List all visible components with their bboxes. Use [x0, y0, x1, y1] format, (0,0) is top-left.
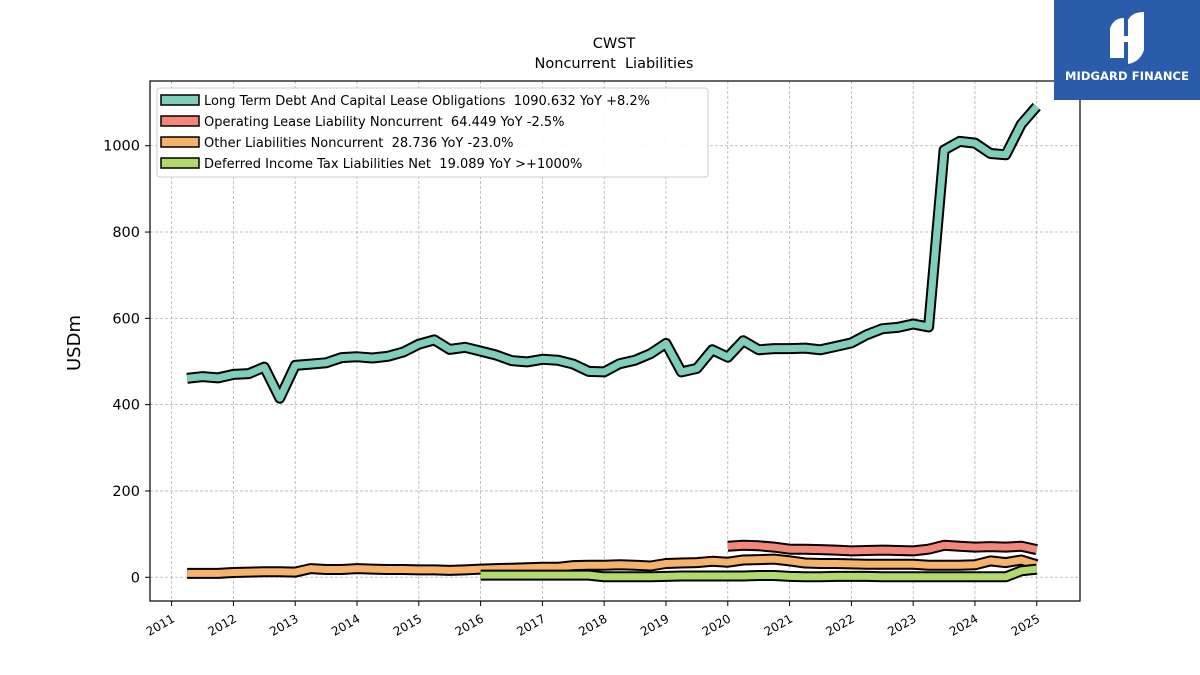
brand-mark-icon [1110, 12, 1144, 64]
x-tick-label: 2014 [329, 611, 362, 638]
x-tick-label: 2023 [885, 611, 918, 638]
legend: Long Term Debt And Capital Lease Obligat… [156, 87, 709, 178]
brand-logo: MIDGARD FINANCE [1054, 0, 1200, 100]
legend-label: Other Liabilities Noncurrent 28.736 YoY … [204, 136, 514, 151]
series-2 [727, 539, 1038, 557]
y-tick-label: 600 [112, 311, 140, 327]
y-tick-label: 200 [112, 484, 140, 500]
x-tick-label: 2013 [267, 611, 300, 638]
y-axis-label: USDm [64, 315, 85, 371]
legend-box [156, 87, 709, 178]
plot-frame [149, 80, 1081, 602]
x-tick-label: 2017 [514, 611, 547, 638]
brand-name: MIDGARD FINANCE [1064, 69, 1190, 83]
legend-label: Operating Lease Liability Noncurrent 64.… [204, 115, 565, 130]
legend-swatch [160, 157, 200, 169]
y-tick-label: 0 [131, 570, 140, 586]
x-tick-label: 2025 [1009, 611, 1042, 638]
x-tick-label: 2022 [823, 611, 856, 638]
legend-label: Long Term Debt And Capital Lease Obligat… [204, 94, 650, 109]
y-tick-label: 800 [112, 225, 140, 241]
x-tick-label: 2015 [391, 611, 424, 638]
x-tick-label: 2016 [453, 611, 486, 638]
series-line [727, 541, 1038, 555]
y-tick-label: 400 [112, 398, 140, 414]
series-line [186, 104, 1040, 402]
series-1 [186, 102, 1041, 404]
x-tick-label: 2024 [947, 611, 980, 638]
x-tick-label: 2018 [576, 611, 609, 638]
series-4 [480, 563, 1038, 583]
x-tick-label: 2011 [144, 611, 177, 638]
legend-swatch [160, 136, 200, 148]
series-3 [187, 553, 1039, 579]
legend-swatch [160, 94, 200, 106]
x-tick-label: 2019 [638, 611, 671, 638]
x-tick-label: 2021 [762, 611, 795, 638]
y-tick-label: 1000 [103, 139, 140, 155]
chart-subtitle: Noncurrent Liabilities [535, 56, 694, 72]
series-line [187, 555, 1038, 577]
x-tick-label: 2012 [205, 611, 238, 638]
legend-label: Deferred Income Tax Liabilities Net 19.0… [204, 157, 582, 172]
x-tick-label: 2020 [700, 611, 733, 638]
legend-swatch [160, 115, 200, 127]
chart-title: CWST [593, 36, 636, 52]
series-line [480, 565, 1038, 581]
